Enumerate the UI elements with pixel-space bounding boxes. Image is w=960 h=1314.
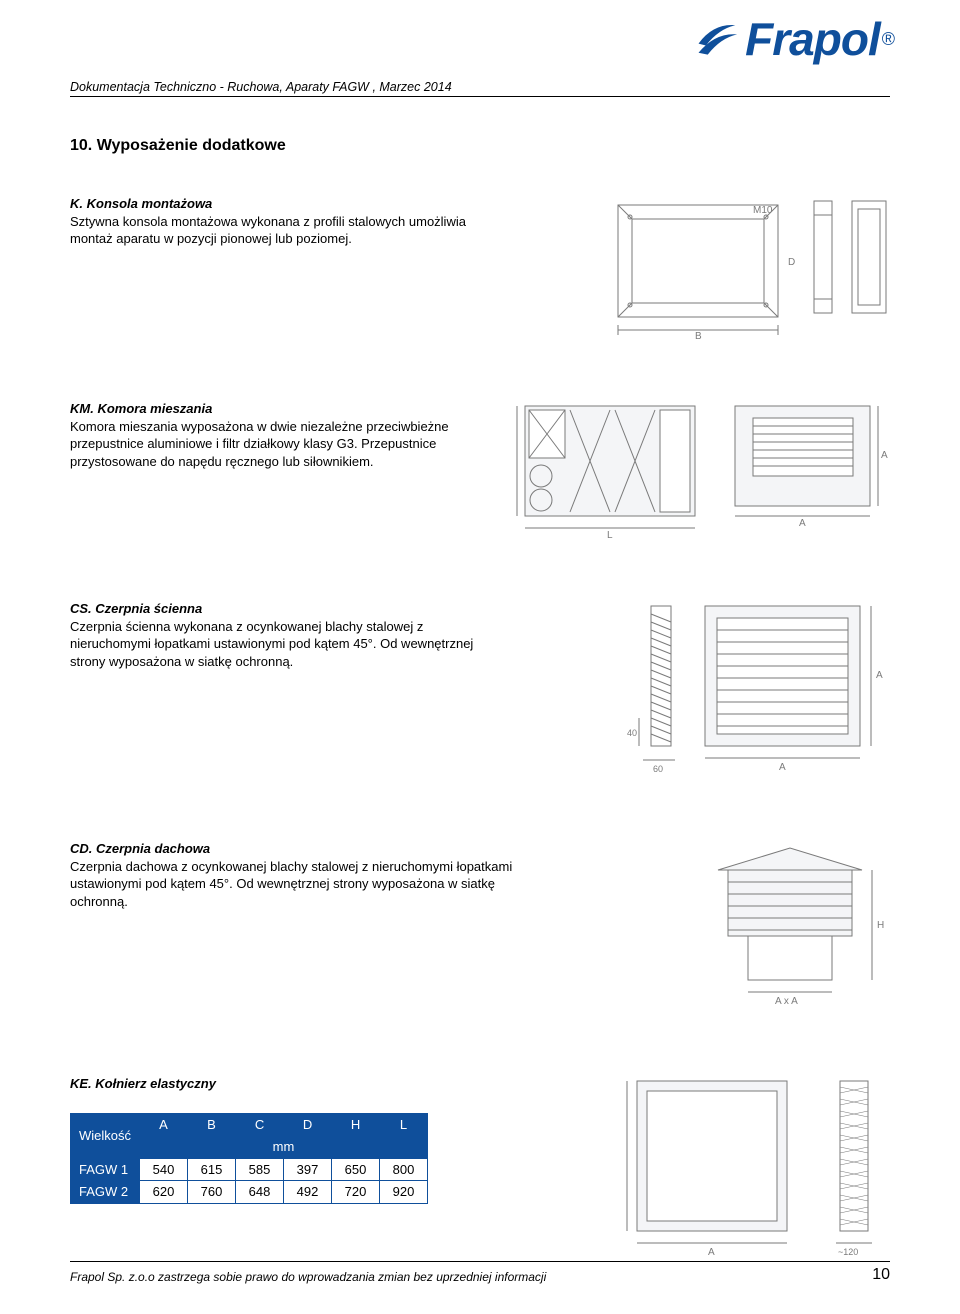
item-text: KM. Komora mieszania Komora mieszania wy… bbox=[70, 400, 500, 470]
page-footer: Frapol Sp. z.o.o zastrzega sobie prawo d… bbox=[70, 1261, 890, 1284]
label-a: A bbox=[623, 1152, 624, 1159]
col-a: A bbox=[140, 1113, 188, 1136]
diagram-konsola: M10 D B bbox=[608, 195, 890, 340]
item-czerpnia-scienna: CS. Czerpnia ścienna Czerpnia ścienna wy… bbox=[70, 600, 890, 780]
diagram-cs-side: 40 60 bbox=[625, 600, 685, 780]
cell: 650 bbox=[332, 1158, 380, 1181]
item-komora: KM. Komora mieszania Komora mieszania wy… bbox=[70, 400, 890, 540]
item-body: Sztywna konsola montażowa wykonana z pro… bbox=[70, 214, 466, 247]
col-b: B bbox=[188, 1113, 236, 1136]
row-label: FAGW 1 bbox=[71, 1158, 140, 1181]
label-l: L bbox=[607, 530, 613, 540]
item-konsola: K. Konsola montażowa Sztywna konsola mon… bbox=[70, 195, 890, 340]
cell: 920 bbox=[380, 1181, 428, 1204]
label-a2: A bbox=[799, 518, 806, 529]
item-text: K. Konsola montażowa Sztywna konsola mon… bbox=[70, 195, 500, 248]
item-heading: CD. Czerpnia dachowa bbox=[70, 841, 210, 856]
footer-rule bbox=[70, 1261, 890, 1262]
label-d: D bbox=[788, 257, 795, 268]
diagram-km-right: A A bbox=[725, 400, 890, 530]
diagram-side1 bbox=[808, 195, 838, 320]
cell: 540 bbox=[140, 1158, 188, 1181]
diagram-cs-front: A A bbox=[695, 600, 890, 775]
label-m10: M10 bbox=[753, 205, 773, 216]
item-text: KE. Kołnierz elastyczny Wielkość A B C D… bbox=[70, 1075, 500, 1204]
diagram-side2 bbox=[848, 195, 890, 320]
col-h: H bbox=[332, 1113, 380, 1136]
label-a2: A bbox=[708, 1247, 715, 1258]
item-heading: K. Konsola montażowa bbox=[70, 196, 212, 211]
item-heading: CS. Czerpnia ścienna bbox=[70, 601, 202, 616]
label-b: B bbox=[695, 331, 702, 340]
diagram-cs: 40 60 A A bbox=[625, 600, 890, 780]
item-czerpnia-dachowa: CD. Czerpnia dachowa Czerpnia dachowa z … bbox=[70, 840, 890, 1015]
item-text: CD. Czerpnia dachowa Czerpnia dachowa z … bbox=[70, 840, 550, 910]
diagram-ke-front: A A bbox=[623, 1075, 818, 1265]
logo-icon bbox=[693, 16, 739, 62]
item-body: Komora mieszania wyposażona w dwie nieza… bbox=[70, 419, 449, 469]
item-body: Czerpnia dachowa z ocynkowanej blachy st… bbox=[70, 859, 512, 909]
unit-mm: mm bbox=[140, 1136, 428, 1159]
cell: 760 bbox=[188, 1181, 236, 1204]
item-heading: KE. Kołnierz elastyczny bbox=[70, 1076, 216, 1091]
diagram-cd-front: H A x A bbox=[700, 840, 890, 1015]
item-heading: KM. Komora mieszania bbox=[70, 401, 212, 416]
cell: 397 bbox=[284, 1158, 332, 1181]
col-d: D bbox=[284, 1113, 332, 1136]
diagram-km-left: A L bbox=[515, 400, 715, 540]
table-row: FAGW 1 540 615 585 397 650 800 bbox=[71, 1158, 428, 1181]
item-kolnierz: KE. Kołnierz elastyczny Wielkość A B C D… bbox=[70, 1075, 890, 1265]
cell: 720 bbox=[332, 1181, 380, 1204]
doc-header-line: Dokumentacja Techniczno - Ruchowa, Apara… bbox=[70, 80, 890, 96]
registered-mark: ® bbox=[882, 29, 895, 50]
label-h: H bbox=[877, 920, 884, 931]
dimensions-table: Wielkość A B C D H L mm FAGW 1 540 615 5… bbox=[70, 1113, 428, 1204]
table-row: FAGW 2 620 760 648 492 720 920 bbox=[71, 1181, 428, 1204]
footer-text: Frapol Sp. z.o.o zastrzega sobie prawo d… bbox=[70, 1270, 546, 1284]
cell: 648 bbox=[236, 1181, 284, 1204]
col-l: L bbox=[380, 1113, 428, 1136]
label-40: 40 bbox=[627, 728, 637, 738]
row-label: FAGW 2 bbox=[71, 1181, 140, 1204]
col-wielkosc: Wielkość bbox=[71, 1113, 140, 1158]
table-wrap: Wielkość A B C D H L mm FAGW 1 540 615 5… bbox=[70, 1113, 500, 1204]
label-60: 60 bbox=[653, 764, 663, 774]
item-body: Czerpnia ścienna wykonana z ocynkowanej … bbox=[70, 619, 473, 669]
diagram-ke-side: ~120 bbox=[828, 1075, 890, 1265]
item-text: CS. Czerpnia ścienna Czerpnia ścienna wy… bbox=[70, 600, 500, 670]
section-title: 10. Wyposażenie dodatkowe bbox=[70, 137, 890, 155]
label-axa: A x A bbox=[775, 996, 798, 1007]
page-number: 10 bbox=[872, 1266, 890, 1284]
cell: 620 bbox=[140, 1181, 188, 1204]
label-a: A bbox=[515, 457, 516, 464]
diagram-komora: A L A A bbox=[515, 400, 890, 540]
label-a: A bbox=[876, 670, 883, 681]
cell: 800 bbox=[380, 1158, 428, 1181]
table-header-row: Wielkość A B C D H L bbox=[71, 1113, 428, 1136]
diagram-front: M10 D B bbox=[608, 195, 798, 340]
cell: 585 bbox=[236, 1158, 284, 1181]
header-rule bbox=[70, 96, 890, 97]
brand-logo: Frapol ® bbox=[693, 12, 895, 66]
cell: 492 bbox=[284, 1181, 332, 1204]
diagram-ke: A A ~120 bbox=[623, 1075, 890, 1265]
label-a: A bbox=[881, 450, 888, 461]
label-a2: A bbox=[779, 762, 786, 773]
col-c: C bbox=[236, 1113, 284, 1136]
label-120: ~120 bbox=[838, 1247, 858, 1257]
diagram-cd: H A x A bbox=[700, 840, 890, 1015]
logo-text: Frapol bbox=[745, 12, 880, 66]
cell: 615 bbox=[188, 1158, 236, 1181]
